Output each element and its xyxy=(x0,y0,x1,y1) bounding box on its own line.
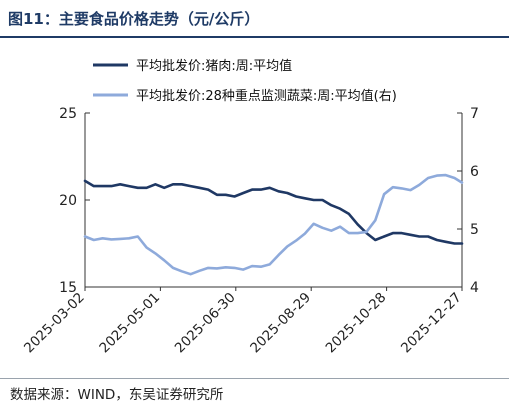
y-tick-label-left: 15 xyxy=(59,280,77,296)
line-chart: 平均批发价:猪肉:周:平均值 平均批发价:28种重点监测蔬菜:周:平均值(右) … xyxy=(21,58,479,356)
series-line-pork xyxy=(83,179,464,245)
series-line-vegetables xyxy=(83,173,464,276)
legend-label-vegetables: 平均批发价:28种重点监测蔬菜:周:平均值(右) xyxy=(136,88,397,104)
y-tick-label-right: 4 xyxy=(470,280,479,296)
chart-legend: 平均批发价:猪肉:周:平均值 平均批发价:28种重点监测蔬菜:周:平均值(右) xyxy=(93,58,397,104)
chart-series xyxy=(83,173,464,276)
x-tick-label: 2025-12-27 xyxy=(398,290,465,357)
x-tick-label: 2025-06-30 xyxy=(172,290,239,357)
figure-title-text: 图11：主要食品价格走势（元/公斤） xyxy=(8,10,260,28)
chart-axes: 15 20 25 4 5 6 7 2025-03-02 2025-05-01 2025-06-30… xyxy=(21,106,479,356)
y-tick-label-left: 20 xyxy=(59,193,77,209)
x-tick-label: 2025-08-29 xyxy=(247,290,314,357)
x-tick-label: 2025-03-02 xyxy=(21,290,88,357)
y-tick-label-right: 6 xyxy=(470,164,479,180)
y-tick-label-right: 7 xyxy=(470,106,479,122)
title-divider xyxy=(0,36,509,38)
x-tick-label: 2025-10-28 xyxy=(323,290,390,357)
source-divider xyxy=(0,378,509,379)
y-tick-label-right: 5 xyxy=(470,222,479,238)
legend-label-pork: 平均批发价:猪肉:周:平均值 xyxy=(136,58,292,74)
source-note: 数据来源：WIND，东吴证券研究所 xyxy=(10,387,224,403)
x-tick-label: 2025-05-01 xyxy=(96,290,163,357)
figure-title: 图11：主要食品价格走势（元/公斤） xyxy=(8,6,259,32)
y-tick-label-left: 25 xyxy=(59,106,77,122)
